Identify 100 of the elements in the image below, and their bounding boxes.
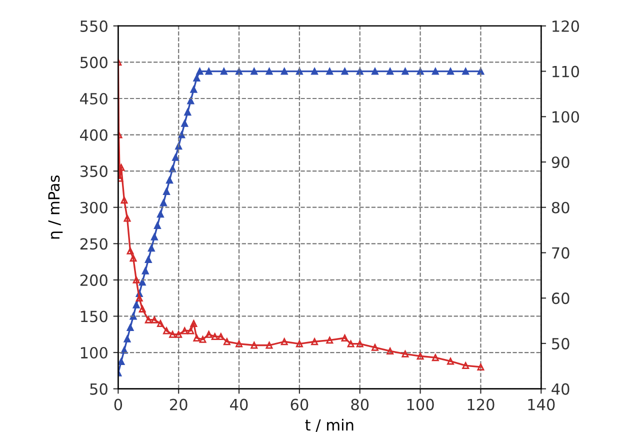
point xyxy=(447,358,454,365)
point xyxy=(157,210,164,218)
point xyxy=(220,68,228,75)
point xyxy=(148,244,155,252)
point xyxy=(150,233,158,240)
point xyxy=(138,305,146,312)
point xyxy=(190,320,198,327)
point xyxy=(266,68,273,75)
point xyxy=(402,350,409,358)
x-tick-label: 60 xyxy=(290,398,308,410)
point xyxy=(386,68,394,75)
y-tick-label: 150 xyxy=(80,310,108,322)
point xyxy=(181,327,188,334)
x-axis-title: t / min xyxy=(305,418,354,432)
x-tick-label: 40 xyxy=(230,398,248,410)
x-tick-label: 100 xyxy=(407,398,434,410)
point xyxy=(372,344,378,351)
point xyxy=(132,301,140,308)
point xyxy=(280,68,288,75)
y-axis-title: η / mPas xyxy=(48,175,63,239)
y2-tick-label: 80 xyxy=(552,202,570,214)
point xyxy=(402,68,409,75)
point xyxy=(190,86,198,93)
point xyxy=(157,320,164,327)
point xyxy=(296,340,303,348)
y-tick-label: 550 xyxy=(80,20,108,32)
point xyxy=(124,214,131,222)
x-tick-label: 20 xyxy=(170,398,188,410)
point xyxy=(124,335,131,342)
point xyxy=(126,324,134,332)
point xyxy=(172,154,180,161)
x-tick-label: 80 xyxy=(351,398,369,410)
point xyxy=(144,316,152,324)
point xyxy=(126,247,134,254)
y-tick-label: 200 xyxy=(80,274,108,286)
point xyxy=(236,340,242,348)
point xyxy=(199,336,206,343)
y-tick-label: 250 xyxy=(80,238,108,250)
point xyxy=(181,120,188,127)
point xyxy=(187,97,194,104)
y2-tick-label: 40 xyxy=(552,383,570,395)
point xyxy=(163,327,170,334)
point xyxy=(196,68,204,75)
y2-tick-label: 120 xyxy=(552,20,580,32)
point xyxy=(341,68,348,75)
point xyxy=(193,334,200,342)
point xyxy=(250,68,258,75)
point xyxy=(184,108,192,116)
point xyxy=(372,68,378,75)
point xyxy=(166,176,174,184)
point xyxy=(136,294,143,302)
x-tick-label: 140 xyxy=(528,398,555,410)
point xyxy=(477,364,484,370)
point xyxy=(416,352,424,360)
y2-tick-label: 50 xyxy=(552,338,570,350)
point xyxy=(169,330,176,338)
point xyxy=(447,68,454,75)
point xyxy=(205,330,212,338)
point xyxy=(132,276,140,284)
point xyxy=(462,68,470,75)
point xyxy=(120,196,128,204)
y-tick-label: 300 xyxy=(80,202,108,214)
y2-tick-label: 60 xyxy=(552,292,570,304)
point xyxy=(266,342,273,349)
point xyxy=(211,333,218,340)
point xyxy=(160,199,167,206)
y-tick-label: 350 xyxy=(80,166,108,178)
y-tick-label: 450 xyxy=(80,92,108,105)
point xyxy=(356,68,364,75)
point xyxy=(326,336,334,344)
point xyxy=(130,254,137,262)
y2-tick-label: 100 xyxy=(552,111,580,123)
point xyxy=(118,164,125,171)
point xyxy=(386,348,394,355)
point xyxy=(138,278,146,286)
point xyxy=(326,68,334,75)
y-tick-label: 100 xyxy=(80,346,108,359)
point xyxy=(118,358,125,366)
y2-tick-label: 110 xyxy=(552,66,580,78)
point xyxy=(356,340,364,348)
y-tick-label: 50 xyxy=(90,383,108,395)
y2-tick-label: 90 xyxy=(552,156,570,168)
point xyxy=(154,222,161,229)
point xyxy=(280,338,288,346)
point xyxy=(163,188,170,195)
point xyxy=(347,340,354,348)
point xyxy=(250,342,258,349)
point xyxy=(175,330,182,338)
point xyxy=(341,334,348,342)
point xyxy=(144,256,152,263)
x-tick-label: 120 xyxy=(468,398,494,410)
point xyxy=(178,131,186,138)
y-tick-label: 400 xyxy=(80,129,108,141)
point xyxy=(462,362,470,370)
y2-tick-label: 70 xyxy=(552,247,570,259)
point xyxy=(150,316,158,324)
point xyxy=(432,354,439,362)
point xyxy=(217,333,224,340)
point xyxy=(311,338,318,346)
point xyxy=(223,338,230,346)
